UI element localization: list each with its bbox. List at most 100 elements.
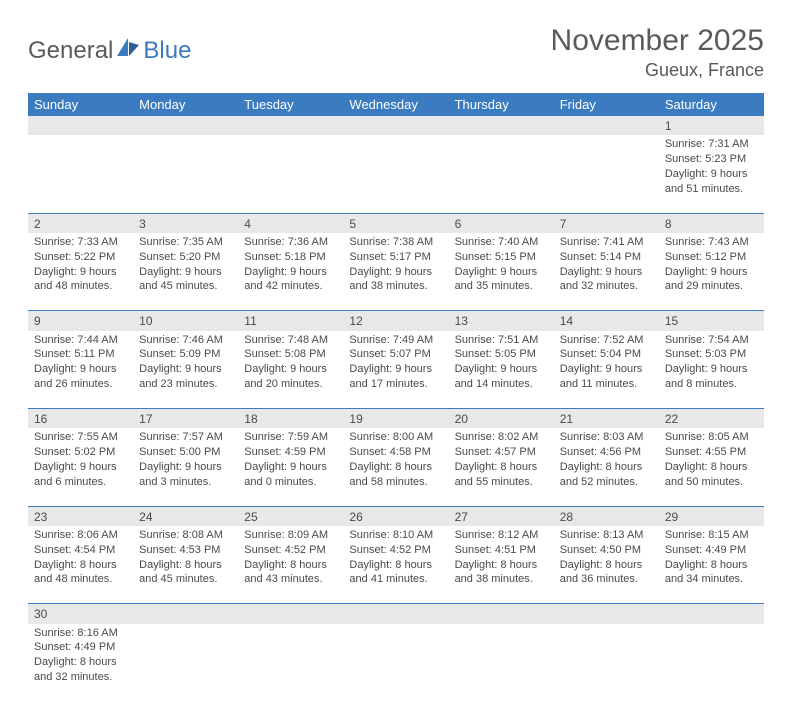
weekday-header: Sunday [28,93,133,116]
sunrise-text: Sunrise: 7:57 AM [139,430,232,445]
day-number-cell: 30 [28,604,133,624]
day-cell: Sunrise: 7:33 AMSunset: 5:22 PMDaylight:… [28,233,133,311]
sunset-text: Sunset: 5:03 PM [665,347,758,362]
day-cell: Sunrise: 7:49 AMSunset: 5:07 PMDaylight:… [343,331,448,409]
day-number-cell [343,604,448,624]
daylight-text: Daylight: 9 hours and 20 minutes. [244,362,337,392]
day-cell [133,624,238,702]
sunset-text: Sunset: 5:18 PM [244,250,337,265]
sunrise-text: Sunrise: 7:55 AM [34,430,127,445]
day-content: Sunrise: 8:06 AMSunset: 4:54 PMDaylight:… [28,526,133,591]
day-cell: Sunrise: 7:44 AMSunset: 5:11 PMDaylight:… [28,331,133,409]
sunrise-text: Sunrise: 7:35 AM [139,235,232,250]
title-block: November 2025 Gueux, France [551,24,764,81]
daylight-text: Daylight: 8 hours and 32 minutes. [34,655,127,685]
daylight-text: Daylight: 9 hours and 51 minutes. [665,167,758,197]
day-cell: Sunrise: 8:10 AMSunset: 4:52 PMDaylight:… [343,526,448,604]
day-number-cell: 9 [28,311,133,331]
sunrise-text: Sunrise: 8:09 AM [244,528,337,543]
day-content: Sunrise: 7:41 AMSunset: 5:14 PMDaylight:… [554,233,659,298]
sunrise-text: Sunrise: 7:44 AM [34,333,127,348]
sunset-text: Sunset: 4:56 PM [560,445,653,460]
daylight-text: Daylight: 9 hours and 23 minutes. [139,362,232,392]
day-cell [28,135,133,213]
day-number-cell: 23 [28,506,133,526]
day-number-cell [238,604,343,624]
day-number-cell [238,116,343,135]
week-row: Sunrise: 7:44 AMSunset: 5:11 PMDaylight:… [28,331,764,409]
month-title: November 2025 [551,24,764,58]
header: General Blue November 2025 Gueux, France [28,24,764,81]
day-number-cell: 8 [659,213,764,233]
sunset-text: Sunset: 5:22 PM [34,250,127,265]
day-content: Sunrise: 8:08 AMSunset: 4:53 PMDaylight:… [133,526,238,591]
day-number-cell: 11 [238,311,343,331]
day-number-cell: 17 [133,409,238,429]
sunset-text: Sunset: 4:58 PM [349,445,442,460]
sunrise-text: Sunrise: 8:15 AM [665,528,758,543]
day-content: Sunrise: 7:40 AMSunset: 5:15 PMDaylight:… [449,233,554,298]
day-number-cell: 29 [659,506,764,526]
day-content: Sunrise: 8:13 AMSunset: 4:50 PMDaylight:… [554,526,659,591]
sunset-text: Sunset: 5:15 PM [455,250,548,265]
sunrise-text: Sunrise: 7:40 AM [455,235,548,250]
sunset-text: Sunset: 4:52 PM [244,543,337,558]
day-number-cell: 15 [659,311,764,331]
day-number-row: 2345678 [28,213,764,233]
sunset-text: Sunset: 5:05 PM [455,347,548,362]
calendar-table: Sunday Monday Tuesday Wednesday Thursday… [28,93,764,702]
location: Gueux, France [551,60,764,81]
day-number-cell: 20 [449,409,554,429]
sunrise-text: Sunrise: 7:51 AM [455,333,548,348]
daylight-text: Daylight: 9 hours and 6 minutes. [34,460,127,490]
day-cell: Sunrise: 8:02 AMSunset: 4:57 PMDaylight:… [449,428,554,506]
daylight-text: Daylight: 8 hours and 45 minutes. [139,558,232,588]
sunset-text: Sunset: 4:51 PM [455,543,548,558]
day-number-cell: 6 [449,213,554,233]
sunset-text: Sunset: 4:55 PM [665,445,758,460]
sunrise-text: Sunrise: 7:52 AM [560,333,653,348]
daylight-text: Daylight: 9 hours and 14 minutes. [455,362,548,392]
sunrise-text: Sunrise: 7:41 AM [560,235,653,250]
day-number-cell [133,604,238,624]
sunrise-text: Sunrise: 7:46 AM [139,333,232,348]
sunset-text: Sunset: 5:11 PM [34,347,127,362]
day-cell: Sunrise: 7:43 AMSunset: 5:12 PMDaylight:… [659,233,764,311]
sunset-text: Sunset: 4:49 PM [665,543,758,558]
day-cell: Sunrise: 7:36 AMSunset: 5:18 PMDaylight:… [238,233,343,311]
daylight-text: Daylight: 9 hours and 11 minutes. [560,362,653,392]
daylight-text: Daylight: 8 hours and 43 minutes. [244,558,337,588]
day-number-cell: 16 [28,409,133,429]
day-content: Sunrise: 7:52 AMSunset: 5:04 PMDaylight:… [554,331,659,396]
day-cell [343,135,448,213]
day-number-row: 16171819202122 [28,409,764,429]
day-number-cell [28,116,133,135]
weekday-header: Saturday [659,93,764,116]
sunset-text: Sunset: 5:07 PM [349,347,442,362]
sunrise-text: Sunrise: 8:12 AM [455,528,548,543]
day-content: Sunrise: 8:03 AMSunset: 4:56 PMDaylight:… [554,428,659,493]
weekday-header: Tuesday [238,93,343,116]
day-content: Sunrise: 8:12 AMSunset: 4:51 PMDaylight:… [449,526,554,591]
day-cell: Sunrise: 7:54 AMSunset: 5:03 PMDaylight:… [659,331,764,409]
sunrise-text: Sunrise: 7:59 AM [244,430,337,445]
day-cell: Sunrise: 8:08 AMSunset: 4:53 PMDaylight:… [133,526,238,604]
daylight-text: Daylight: 9 hours and 26 minutes. [34,362,127,392]
day-content: Sunrise: 7:46 AMSunset: 5:09 PMDaylight:… [133,331,238,396]
sunset-text: Sunset: 4:59 PM [244,445,337,460]
weekday-header-row: Sunday Monday Tuesday Wednesday Thursday… [28,93,764,116]
daylight-text: Daylight: 9 hours and 45 minutes. [139,265,232,295]
day-cell [133,135,238,213]
day-cell: Sunrise: 8:15 AMSunset: 4:49 PMDaylight:… [659,526,764,604]
sunset-text: Sunset: 5:20 PM [139,250,232,265]
sunset-text: Sunset: 5:00 PM [139,445,232,460]
daylight-text: Daylight: 8 hours and 52 minutes. [560,460,653,490]
day-number-cell: 28 [554,506,659,526]
sunrise-text: Sunrise: 7:54 AM [665,333,758,348]
day-content: Sunrise: 7:55 AMSunset: 5:02 PMDaylight:… [28,428,133,493]
sunset-text: Sunset: 5:09 PM [139,347,232,362]
sunset-text: Sunset: 5:23 PM [665,152,758,167]
day-cell: Sunrise: 8:05 AMSunset: 4:55 PMDaylight:… [659,428,764,506]
day-cell: Sunrise: 7:40 AMSunset: 5:15 PMDaylight:… [449,233,554,311]
day-content: Sunrise: 7:49 AMSunset: 5:07 PMDaylight:… [343,331,448,396]
